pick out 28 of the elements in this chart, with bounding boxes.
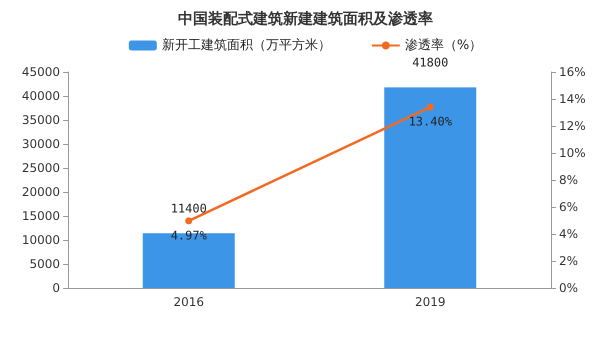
y2-tick-label: 12% [559,119,586,133]
y-tick-label: 20000 [22,185,60,199]
data-label: 41800 [412,55,448,70]
y2-tick-label: 8% [559,173,578,187]
y-tick-label: 5000 [29,257,60,271]
chart-title: 中国装配式建筑新建建筑面积及渗透率 [178,10,433,28]
data-label: 4.97% [170,228,208,242]
data-label: 13.40% [408,114,453,129]
y2-tick-label: 16% [559,65,586,79]
y2-tick-label: 6% [559,200,578,214]
y-tick-label: 0 [52,281,60,295]
x-tick-label: 2016 [173,295,204,309]
y-tick-label: 25000 [22,161,60,175]
y2-tick-label: 10% [559,146,586,160]
y-tick-label: 10000 [22,233,60,247]
y-tick-label: 35000 [22,113,60,127]
y-tick-label: 45000 [22,65,60,79]
y2-tick-label: 2% [559,254,578,268]
y-tick-label: 40000 [22,89,60,103]
y-tick-label: 15000 [22,209,60,223]
legend-label: 新开工建筑面积（万平方米） [162,37,331,53]
y-tick-label: 30000 [22,137,60,151]
x-tick-label: 2019 [414,295,446,309]
data-label: 11400 [170,201,207,216]
y2-tick-label: 4% [559,227,578,241]
y2-tick-label: 0% [559,281,578,295]
y2-tick-label: 14% [559,92,586,106]
legend-label: 渗透率（%） [404,37,482,53]
